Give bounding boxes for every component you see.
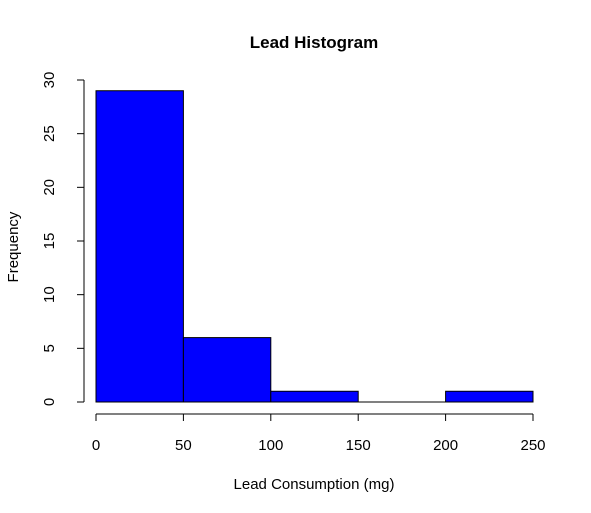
x-tick-label-3: 150 xyxy=(346,437,371,454)
y-tick-label-5: 25 xyxy=(41,125,58,142)
y-axis-label: Frequency xyxy=(5,211,22,282)
y-axis: 0 5 10 15 20 25 30 xyxy=(41,72,85,406)
x-tick-label-5: 250 xyxy=(520,437,545,454)
bars-group xyxy=(95,90,534,403)
x-tick-label-1: 50 xyxy=(175,437,192,454)
histogram-bar-4 xyxy=(445,390,534,403)
x-tick-label-4: 200 xyxy=(433,437,458,454)
histogram-bar-2 xyxy=(270,390,359,403)
x-tick-label-0: 0 xyxy=(92,437,100,454)
y-tick-label-0: 0 xyxy=(41,398,58,406)
y-tick-label-3: 15 xyxy=(41,233,58,250)
x-axis-label: Lead Consumption (mg) xyxy=(234,476,395,493)
histogram-bar-0 xyxy=(95,90,184,403)
histogram-bar-1 xyxy=(182,337,272,403)
y-tick-label-1: 5 xyxy=(41,344,58,352)
y-tick-label-6: 30 xyxy=(41,72,58,89)
y-tick-label-4: 20 xyxy=(41,179,58,196)
chart-title: Lead Histogram xyxy=(250,33,378,52)
x-tick-label-2: 100 xyxy=(258,437,283,454)
y-tick-label-2: 10 xyxy=(41,286,58,303)
x-axis: 0 50 100 150 200 250 xyxy=(92,413,546,454)
